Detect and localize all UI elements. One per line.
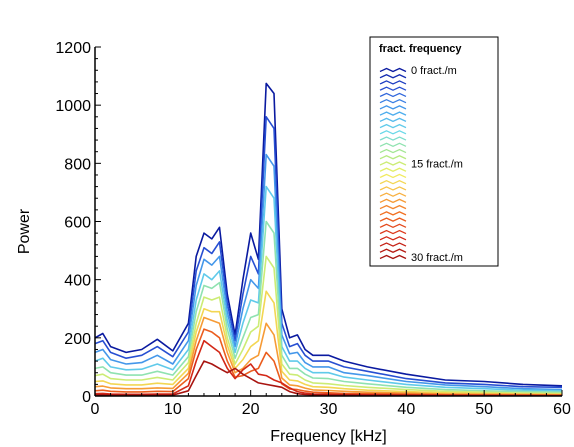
- series-line-7: [94, 316, 563, 396]
- legend-swatch-3: [379, 86, 407, 91]
- legend-swatch-26: [379, 229, 407, 235]
- legend-swatch-10: [379, 130, 407, 135]
- legend-swatch-23: [379, 211, 407, 216]
- legend-swatch-18: [379, 179, 407, 185]
- x-tick-label: 30: [320, 401, 338, 418]
- x-tick-label: 10: [164, 401, 182, 418]
- legend-swatch-30: [379, 254, 407, 260]
- series-layer: [94, 82, 563, 397]
- y-tick-label: 1200: [55, 40, 91, 57]
- legend-swatch-24: [379, 217, 407, 222]
- legend-swatch-25: [379, 223, 407, 229]
- y-tick-label: 200: [64, 331, 91, 348]
- series-line-2: [94, 153, 563, 391]
- legend-swatch-1: [379, 74, 407, 79]
- legend-swatch-9: [379, 123, 407, 129]
- x-tick-label: 50: [475, 401, 493, 418]
- y-tick-label: 1000: [55, 98, 91, 115]
- y-tick-label: 600: [64, 215, 91, 232]
- series-line-4: [94, 220, 563, 393]
- legend-swatch-17: [379, 173, 407, 179]
- legend-swatch-4: [379, 92, 407, 98]
- y-tick-label: 800: [64, 156, 91, 173]
- legend-swatch-21: [379, 198, 407, 204]
- legend-swatch-19: [379, 186, 407, 191]
- series-line-1: [94, 116, 563, 389]
- x-tick-label: 40: [397, 401, 415, 418]
- legend-label-middle: 15 fract./m: [411, 159, 463, 171]
- legend-swatch-11: [379, 136, 407, 141]
- legend-title: fract. frequency: [379, 43, 462, 55]
- legend-label-start: 0 fract./m: [411, 65, 457, 77]
- legend-swatch-16: [379, 167, 407, 172]
- y-tick-label: 0: [82, 389, 91, 406]
- x-tick-label: 20: [242, 401, 260, 418]
- x-tick-label: 60: [553, 401, 571, 418]
- series-line-0: [94, 82, 563, 387]
- series-line-6: [94, 290, 563, 396]
- legend-swatch-8: [379, 117, 407, 123]
- x-axis-title: Frequency [kHz]: [270, 428, 386, 445]
- legend-swatches: [379, 67, 407, 260]
- legend-swatch-5: [379, 98, 407, 104]
- legend-swatch-29: [379, 248, 407, 253]
- legend-swatch-28: [379, 242, 407, 247]
- legend-swatch-15: [379, 161, 407, 166]
- x-tick-label: 0: [91, 401, 100, 418]
- legend-swatch-7: [379, 111, 407, 116]
- legend-swatch-0: [379, 67, 407, 73]
- legend-swatch-22: [379, 204, 407, 210]
- legend-swatch-6: [379, 105, 407, 110]
- legend-swatch-12: [379, 142, 407, 148]
- y-tick-label: 400: [64, 273, 91, 290]
- legend-label-end: 30 fract./m: [411, 252, 463, 264]
- legend-swatch-2: [379, 80, 407, 85]
- legend-swatch-27: [379, 236, 407, 241]
- legend: fract. frequency 0 fract./m 15 fract./m …: [369, 36, 499, 267]
- legend-swatch-20: [379, 192, 407, 197]
- legend-swatch-14: [379, 155, 407, 160]
- legend-swatch-13: [379, 148, 407, 154]
- y-axis-title: Power: [16, 208, 33, 254]
- series-line-3: [94, 185, 563, 392]
- series-line-5: [94, 255, 563, 395]
